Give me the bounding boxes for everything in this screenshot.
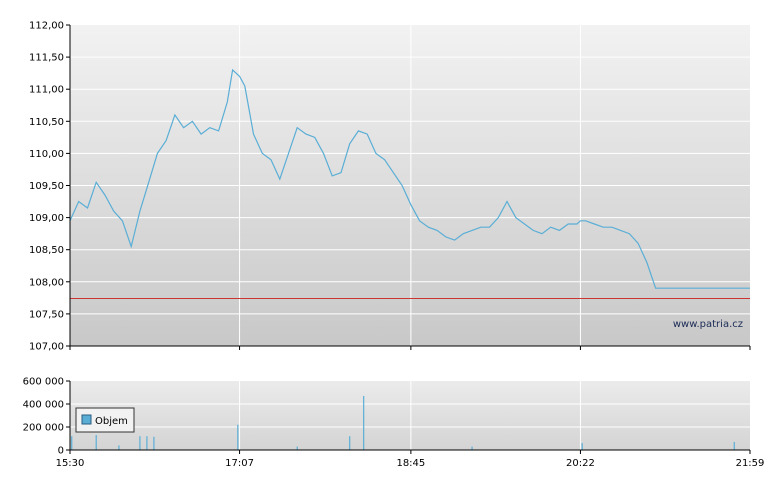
price-y-tick-label: 112,00 — [29, 21, 64, 32]
price-y-tick-label: 109,00 — [29, 213, 64, 224]
volume-x-tick-label: 20:22 — [566, 458, 595, 469]
volume-x-tick-label: 15:30 — [56, 458, 85, 469]
volume-y-tick-label: 600 000 — [23, 377, 64, 388]
price-y-tick-label: 107,50 — [29, 309, 64, 320]
price-y-tick-label: 111,00 — [29, 85, 64, 96]
price-grid — [70, 25, 750, 346]
volume-x-axis: 15:30 17:07 18:45 20:22 21:59 — [56, 449, 765, 469]
watermark-text: www.patria.cz — [673, 319, 743, 330]
volume-plot-area — [70, 381, 750, 450]
volume-legend: Objem — [75, 407, 135, 433]
legend-label: Objem — [95, 416, 128, 427]
volume-bars — [71, 395, 735, 450]
volume-x-tick-label: 21:59 — [736, 458, 765, 469]
volume-y-tick-label: 400 000 — [23, 400, 64, 411]
price-y-tick-label: 108,50 — [29, 245, 64, 256]
volume-y-tick-label: 200 000 — [23, 423, 64, 434]
price-y-tick-label: 107,00 — [29, 342, 64, 353]
price-series-line — [69, 68, 750, 289]
price-y-tick-label: 110,50 — [29, 117, 64, 128]
volume-grid — [70, 381, 750, 450]
volume-y-axis: 0 200 000 400 000 600 000 — [23, 377, 71, 457]
volume-y-tick-label: 0 — [58, 446, 64, 457]
volume-x-tick-label: 17:07 — [225, 458, 254, 469]
volume-x-tick-label: 18:45 — [396, 458, 425, 469]
price-y-axis: 107,00 107,50 108,00 108,50 109,00 109,50 110,… — [29, 21, 71, 353]
price-y-tick-label: 108,00 — [29, 277, 64, 288]
legend-swatch — [81, 414, 92, 425]
price-y-tick-label: 111,50 — [29, 53, 64, 64]
price-y-tick-label: 110,00 — [29, 149, 64, 160]
price-y-tick-label: 109,50 — [29, 181, 64, 192]
price-x-tickmarks — [69, 345, 751, 350]
